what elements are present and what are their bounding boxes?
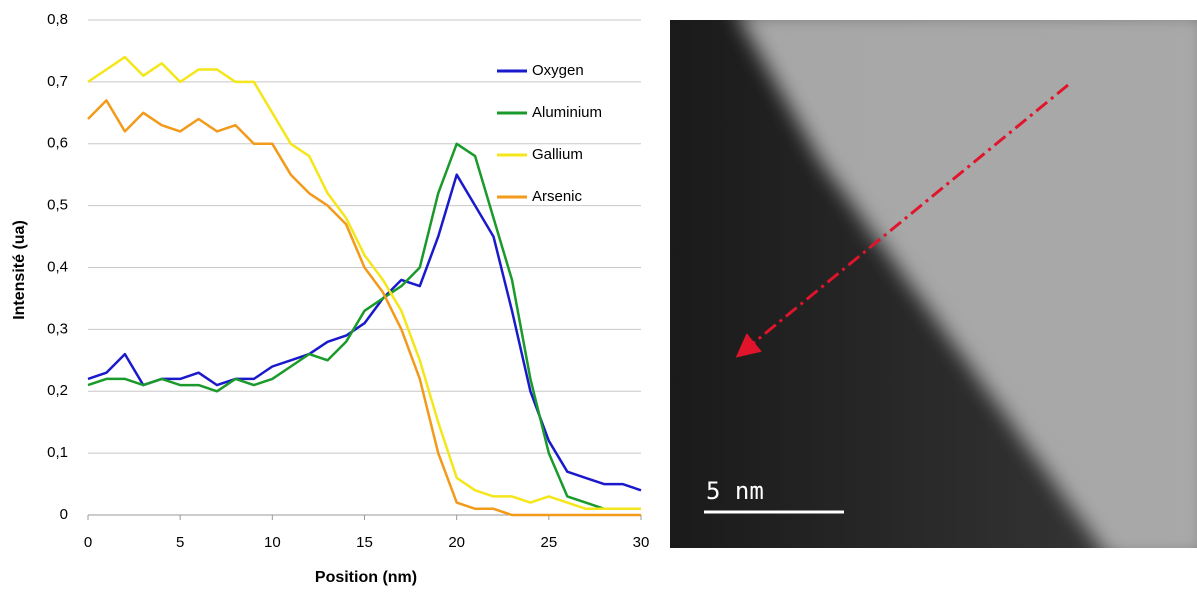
y-axis-label: Intensité (ua) <box>11 220 28 320</box>
legend-label: Arsenic <box>532 188 583 205</box>
x-tick-label: 10 <box>264 534 281 551</box>
y-tick-label: 0,1 <box>47 444 68 461</box>
x-tick-label: 30 <box>633 534 650 551</box>
x-tick-label: 5 <box>176 534 184 551</box>
legend-label: Aluminium <box>532 104 602 121</box>
series-line <box>87 55 641 511</box>
y-tick-label: 0,6 <box>47 135 68 152</box>
y-tick-label: 0,5 <box>47 197 68 214</box>
y-tick-label: 0,8 <box>47 11 68 28</box>
scale-label: 5 nm <box>706 477 764 505</box>
series-line <box>87 99 641 517</box>
x-tick-label: 20 <box>448 534 465 551</box>
legend-label: Gallium <box>532 146 583 163</box>
tem-image: 5 nm <box>670 20 1197 548</box>
series-line <box>87 142 641 511</box>
y-tick-label: 0,3 <box>47 320 68 337</box>
x-tick-label: 0 <box>84 534 92 551</box>
y-tick-label: 0,7 <box>47 73 68 90</box>
x-tick-label: 15 <box>356 534 373 551</box>
y-tick-label: 0,4 <box>47 258 68 275</box>
series-line <box>87 173 642 492</box>
x-axis-label: Position (nm) <box>315 569 417 586</box>
y-tick-label: 0,2 <box>47 382 68 399</box>
legend-label: Oxygen <box>532 62 584 79</box>
x-tick-label: 25 <box>540 534 557 551</box>
y-tick-label: 0 <box>60 506 68 523</box>
